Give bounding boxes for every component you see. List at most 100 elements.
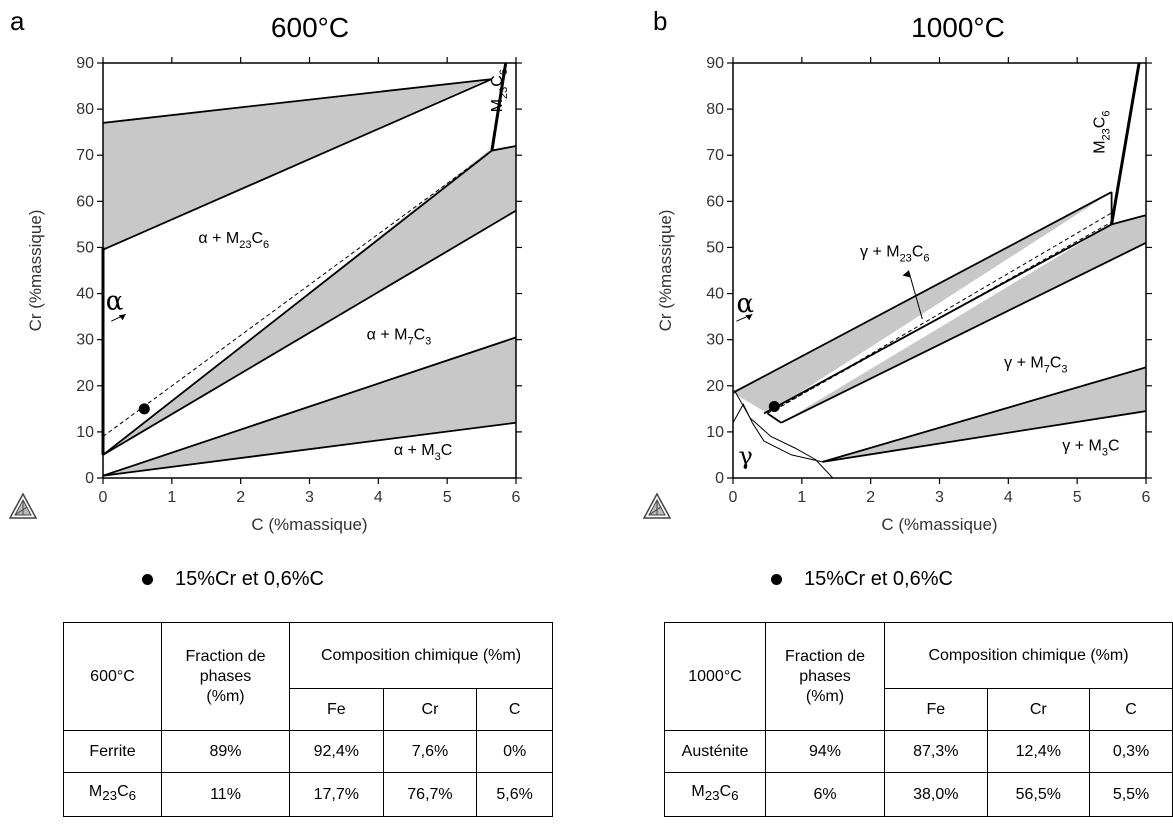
- legend-dot-icon: [142, 574, 153, 585]
- panel-a-letter: a: [10, 6, 25, 36]
- table-header-fe: Fe: [884, 688, 988, 731]
- legend-a: 15%Cr et 0,6%C: [142, 568, 324, 591]
- phase-boundary: [766, 412, 782, 424]
- phase-boundary: [732, 403, 823, 463]
- y-tick-label: 20: [76, 378, 94, 395]
- thermocalc-logo-icon: [642, 492, 672, 519]
- phase-boundary: [102, 78, 493, 124]
- c-value: 5,6%: [476, 772, 553, 817]
- table-row: Ferrite 89% 92,4% 7,6% 0%: [63, 730, 553, 773]
- x-tick-label: 0: [99, 489, 108, 506]
- y-axis-label: Cr (%massique): [26, 210, 45, 332]
- c-value: 0%: [476, 730, 553, 773]
- x-tick-label: 1: [797, 489, 806, 506]
- y-tick-label: 10: [76, 424, 94, 441]
- x-tick-label: 0: [729, 489, 738, 506]
- region-label: α + M3C: [394, 442, 453, 463]
- tie-line: [102, 150, 493, 437]
- table-header-c: C: [1089, 688, 1173, 731]
- tie-line: [780, 212, 1112, 407]
- composition-point: [768, 401, 780, 413]
- table-header-fraction: Fraction de phases (%m): [161, 622, 290, 731]
- panel-b-title: 1000°C: [911, 12, 1005, 43]
- y-tick-label: 80: [76, 101, 94, 118]
- alpha-phase-label: α: [106, 287, 124, 317]
- y-tick-label: 70: [76, 147, 94, 164]
- phase-boundary: [102, 145, 517, 456]
- thermocalc-logo-icon: [8, 492, 38, 519]
- table-header-fe: Fe: [289, 688, 384, 731]
- c-value: 5,5%: [1089, 772, 1173, 817]
- composition-point: [138, 403, 150, 415]
- alpha-phase-label: α: [736, 289, 754, 319]
- y-tick-label: 90: [76, 55, 94, 72]
- table-corner: 1000°C: [664, 622, 766, 731]
- y-tick-label: 30: [76, 332, 94, 349]
- x-axis-label: C (%massique): [881, 515, 997, 534]
- region-arrow: [908, 270, 923, 320]
- region-label: γ + M23C6: [860, 244, 930, 265]
- phase-boundary: [822, 366, 1147, 463]
- region-label: γ + M3C: [1062, 437, 1119, 458]
- c-value: 0,3%: [1089, 730, 1173, 773]
- x-tick-label: 6: [1142, 489, 1151, 506]
- table-header-cr: Cr: [986, 688, 1091, 731]
- cr-value: 76,7%: [382, 772, 478, 817]
- panel-b-letter: b: [653, 6, 668, 36]
- y-tick-label: 40: [76, 286, 94, 303]
- y-tick-label: 50: [76, 239, 94, 256]
- y-tick-label: 0: [85, 470, 94, 487]
- alpha-arrowhead: [118, 314, 126, 321]
- phase-boundary: [780, 241, 1147, 424]
- x-axis-label: C (%massique): [251, 515, 367, 534]
- y-tick-label: 30: [706, 332, 724, 349]
- table-row: M23C6 11% 17,7% 76,7% 5,6%: [63, 772, 553, 817]
- x-tick-label: 2: [866, 489, 875, 506]
- y-tick-label: 70: [706, 147, 724, 164]
- two-phase-region: [733, 192, 1112, 414]
- region-label: α + M7C3: [367, 327, 432, 348]
- legend-a-text: 15%Cr et 0,6%C: [175, 568, 324, 590]
- fe-value: 92,4%: [289, 730, 384, 773]
- gamma-phase-label: γ: [739, 442, 753, 470]
- y-tick-label: 60: [76, 193, 94, 210]
- cr-value: 12,4%: [986, 730, 1091, 773]
- x-tick-label: 6: [512, 489, 521, 506]
- phase-fraction: 11%: [161, 772, 290, 817]
- phase-boundary: [732, 191, 1113, 394]
- region-label: M23C6: [489, 69, 510, 112]
- x-tick-label: 1: [167, 489, 176, 506]
- phase-fraction: 6%: [765, 772, 885, 817]
- y-tick-label: 90: [706, 55, 724, 72]
- phase-fraction: 89%: [161, 730, 290, 773]
- x-tick-label: 4: [1004, 489, 1013, 506]
- region-label: α + M23C6: [198, 230, 269, 251]
- y-tick-label: 0: [715, 470, 724, 487]
- region-arrowhead: [902, 270, 911, 278]
- y-tick-label: 10: [706, 424, 724, 441]
- phase-name: M23C6: [664, 772, 766, 817]
- fe-value: 38,0%: [884, 772, 988, 817]
- x-tick-label: 3: [305, 489, 314, 506]
- table-header-cr: Cr: [382, 688, 478, 731]
- y-tick-label: 80: [706, 101, 724, 118]
- phase-name: Ferrite: [63, 730, 162, 773]
- table-row: M23C6 6% 38,0% 56,5% 5,5%: [664, 772, 1173, 817]
- fe-value: 17,7%: [289, 772, 384, 817]
- phase-boundary: [102, 421, 517, 477]
- phase-fraction: 94%: [765, 730, 885, 773]
- cr-value: 7,6%: [382, 730, 478, 773]
- legend-dot-icon: [771, 574, 782, 585]
- phase-boundary: [822, 410, 1147, 463]
- legend-b: 15%Cr et 0,6%C: [771, 568, 953, 591]
- y-axis-label: Cr (%massique): [656, 210, 675, 332]
- table-header-fraction: Fraction de phases (%m): [765, 622, 885, 731]
- table-header-composition: Composition chimique (%m): [884, 622, 1173, 689]
- table-corner: 600°C: [63, 622, 162, 731]
- phase-boundary: [102, 209, 517, 456]
- two-phase-region: [103, 146, 516, 455]
- cr-value: 56,5%: [986, 772, 1091, 817]
